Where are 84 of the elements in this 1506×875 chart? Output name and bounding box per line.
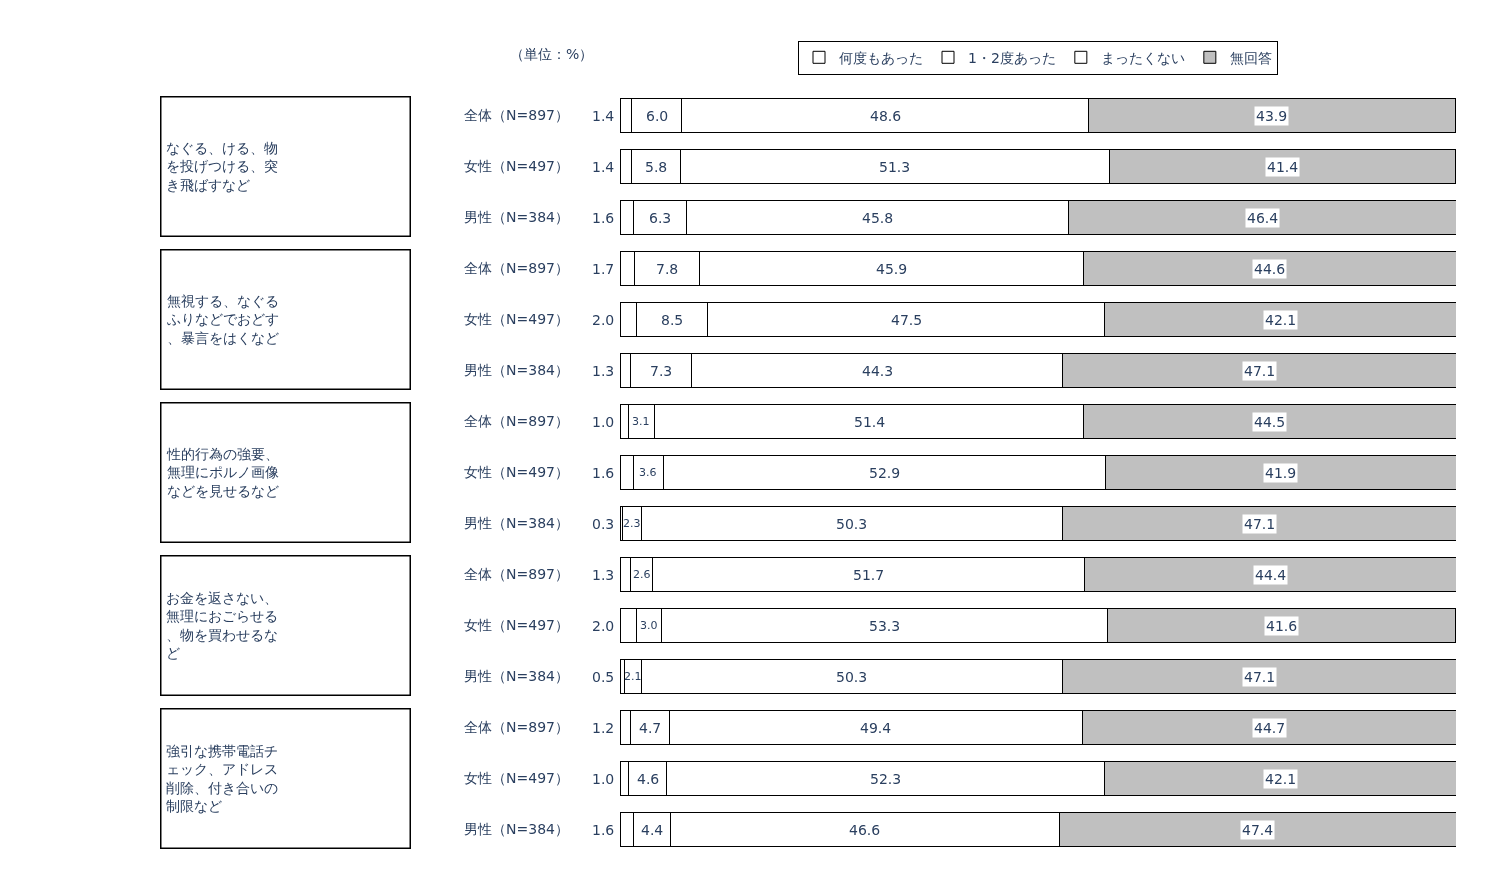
- data-label: 48.6: [870, 108, 902, 124]
- y-tick-label: 全体（N=897）: [464, 719, 569, 736]
- data-label: 47.1: [1244, 363, 1276, 379]
- data-label: 1.6: [592, 210, 615, 226]
- y-tick-label: 全体（N=897）: [464, 107, 569, 124]
- data-label: 50.3: [836, 516, 868, 532]
- data-label: 1.3: [592, 567, 615, 583]
- data-label: 2.0: [592, 312, 615, 328]
- data-label: 8.5: [661, 312, 684, 328]
- text: 性的行為の強要、無理にポルノ画像などを見せるなど: [165, 446, 279, 499]
- y-tick-label: 男性（N=384）: [464, 668, 569, 685]
- data-label: 3.0: [640, 619, 658, 632]
- data-label: 41.9: [1265, 465, 1297, 481]
- data-label: 47.1: [1244, 516, 1276, 532]
- data-label: 44.5: [1254, 414, 1286, 430]
- data-label: 45.9: [876, 261, 908, 277]
- data-label: 3.1: [632, 415, 650, 428]
- data-label: 1.3: [592, 363, 615, 379]
- data-label: 50.3: [836, 669, 868, 685]
- data-label: 6.3: [649, 210, 672, 226]
- data-label: 41.6: [1266, 618, 1298, 634]
- legend-label: 1・2度あった: [968, 49, 1056, 66]
- data-label: 1.4: [592, 159, 615, 175]
- data-label: 46.6: [849, 822, 881, 838]
- data-label: 44.4: [1255, 567, 1287, 583]
- data-label: 51.4: [854, 414, 886, 430]
- data-label: 42.1: [1265, 771, 1297, 787]
- data-label: 46.4: [1247, 210, 1279, 226]
- data-label: 52.3: [870, 771, 902, 787]
- data-label: 42.1: [1265, 312, 1297, 328]
- data-label: 53.3: [869, 618, 901, 634]
- data-label: 44.3: [862, 363, 894, 379]
- data-label: 47.5: [891, 312, 923, 328]
- data-label: 2.3: [623, 517, 641, 530]
- y-tick-label: 男性（N=384）: [464, 209, 569, 226]
- data-label: 3.6: [639, 466, 657, 479]
- y-tick-label: 女性（N=497）: [464, 464, 569, 481]
- text: 強引な携帯電話チェック、アドレス削除、付き合いの制限など: [165, 743, 278, 814]
- data-label: 1.4: [592, 108, 615, 124]
- data-label: 1.6: [592, 465, 615, 481]
- y-tick-label: 男性（N=384）: [464, 515, 569, 532]
- data-label: 47.1: [1244, 669, 1276, 685]
- data-label: 44.7: [1254, 720, 1286, 736]
- data-label: 4.6: [637, 771, 660, 787]
- data-label: 41.4: [1267, 159, 1299, 175]
- data-label: 1.0: [592, 414, 615, 430]
- data-label: 51.7: [853, 567, 885, 583]
- data-label: 1.0: [592, 771, 615, 787]
- legend-label: まったくない: [1100, 49, 1185, 66]
- y-tick-label: 男性（N=384）: [464, 362, 569, 379]
- data-label: 4.4: [641, 822, 664, 838]
- y-tick-label: 女性（N=497）: [464, 311, 569, 328]
- data-label: 49.4: [860, 720, 892, 736]
- y-tick-label: 全体（N=897）: [464, 413, 569, 430]
- data-label: 7.3: [650, 363, 673, 379]
- data-label: 47.4: [1242, 822, 1274, 838]
- data-label: 45.8: [862, 210, 894, 226]
- y-tick-label: 女性（N=497）: [464, 770, 569, 787]
- data-label: 0.5: [592, 669, 615, 685]
- data-label: 5.8: [645, 159, 668, 175]
- data-label: 52.9: [869, 465, 901, 481]
- text: なぐる、ける、物を投げつける、突き飛ばすなど: [165, 140, 278, 193]
- data-label: 1.2: [592, 720, 615, 736]
- y-tick-label: 女性（N=497）: [464, 158, 569, 175]
- y-tick-label: 女性（N=497）: [464, 617, 569, 634]
- data-label: 43.9: [1256, 108, 1288, 124]
- data-label: 2.6: [633, 568, 651, 581]
- y-tick-label: 全体（N=897）: [464, 566, 569, 583]
- data-label: 6.0: [646, 108, 669, 124]
- text: お金を返さない、無理におごらせる、物を買わせるなど: [165, 590, 278, 661]
- data-label: 1.6: [592, 822, 615, 838]
- data-label: 44.6: [1254, 261, 1286, 277]
- legend-label: 無回答: [1229, 49, 1272, 66]
- text: 無視する、なぐるふりなどでおどす、暴言をはくなど: [165, 293, 279, 346]
- legend-label: 何度もあった: [839, 49, 923, 66]
- data-label: 7.8: [656, 261, 679, 277]
- text: （単位：%）: [510, 46, 594, 62]
- y-tick-label: 全体（N=897）: [464, 260, 569, 277]
- data-label: 2.0: [592, 618, 615, 634]
- y-tick-label: 男性（N=384）: [464, 821, 569, 838]
- data-label: 1.7: [592, 261, 615, 277]
- data-label: 51.3: [879, 159, 911, 175]
- data-label: 4.7: [639, 720, 662, 736]
- data-label: 0.3: [592, 516, 615, 532]
